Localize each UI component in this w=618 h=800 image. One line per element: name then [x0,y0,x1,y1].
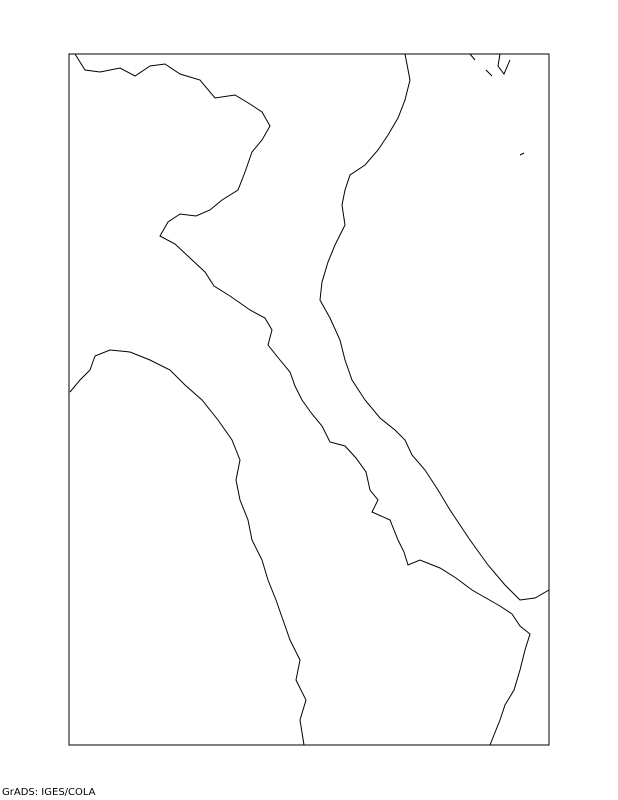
coastlines [69,53,550,746]
plot-frame [68,53,550,746]
footer: GrADS: IGES/COLA [2,787,96,798]
